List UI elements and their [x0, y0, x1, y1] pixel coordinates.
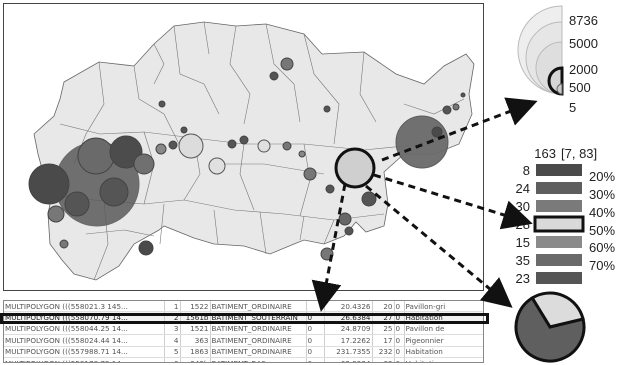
pie-chart	[514, 291, 586, 363]
table-cell-height: 20	[372, 301, 395, 313]
highlighted-building[interactable]	[334, 147, 376, 189]
table-cell-code: 342b	[180, 357, 211, 362]
map-view[interactable]	[3, 3, 484, 291]
parcel-boundaries	[51, 21, 465, 281]
table-cell-code: 1863	[180, 346, 211, 358]
table-cell-type: BATIMENT_BAS	[210, 357, 307, 362]
percent-label: 20%	[589, 169, 615, 184]
size-legend-label: 5	[569, 100, 576, 115]
arrow-to-size-legend	[381, 97, 538, 162]
table-row[interactable]: MULTIPOLYGON (((558178.79 14...6342bBATI…	[4, 357, 483, 362]
pie-slice-other	[514, 295, 586, 363]
table-cell-flag2: 0	[394, 323, 405, 336]
table-cell-type: BATIMENT_ORDINAIRE	[210, 301, 307, 313]
arrow-to-pie	[365, 184, 513, 308]
table-cell-flag2: 0	[394, 301, 405, 313]
table-cell-flag2: 0	[394, 334, 405, 347]
histogram-bin-count: 8	[523, 163, 530, 178]
table-cell-height: 232	[372, 346, 395, 358]
histogram-bin-count: 15	[516, 235, 530, 250]
table-cell-type: BATIMENT_ORDINAIRE	[210, 334, 307, 347]
histogram-bin	[536, 182, 582, 194]
arrow-to-table	[311, 183, 347, 312]
table-row[interactable]: MULTIPOLYGON (((558070.79 14... 2 1561b BAT…	[4, 311, 483, 324]
histogram-bin	[536, 200, 582, 212]
arrow-to-histogram	[373, 173, 533, 230]
map-canvas[interactable]	[4, 4, 484, 291]
histogram-bin-count: 24	[516, 181, 530, 196]
link-arrows	[311, 97, 538, 312]
parcel-region	[33, 21, 475, 281]
table-cell-area: 24.8709	[324, 323, 373, 336]
table-cell-geometry: MULTIPOLYGON (((557988.71 14...	[4, 346, 165, 358]
size-legend: 8736 5000 2000 500 5	[517, 5, 598, 115]
histogram-total-count: 163	[534, 146, 556, 161]
histogram-bin	[536, 254, 582, 266]
table-cell-flag: 0	[306, 357, 325, 362]
table-cell-geometry: MULTIPOLYGON (((558178.79 14...	[4, 357, 165, 362]
percent-label: 60%	[589, 240, 615, 255]
size-legend-label: 8736	[569, 13, 598, 28]
percent-label: 40%	[589, 205, 615, 220]
histogram-bin	[536, 236, 582, 248]
table-cell-usage: Pavillon de	[404, 323, 483, 336]
table-row[interactable]: MULTIPOLYGON (((558044.25 14... 3 1521 BATI…	[4, 323, 483, 336]
building-symbols[interactable]	[28, 57, 466, 261]
table-cell-area: 17.2262	[324, 334, 373, 347]
table-cell-code: 363	[180, 334, 211, 347]
table-cell-height: 25	[372, 323, 395, 336]
table-cell-flag2: 0	[394, 357, 405, 362]
histogram-bin-count: 30	[516, 199, 530, 214]
table-cell-geometry: MULTIPOLYGON (((558044.25 14...	[4, 323, 165, 336]
table-cell-area: 231.7355	[324, 346, 373, 358]
histogram-bin	[536, 272, 582, 284]
size-legend-label: 2000	[569, 62, 598, 77]
size-legend-label: 5000	[569, 36, 598, 51]
table-cell-id: 5	[164, 346, 181, 358]
table-cell-id: 4	[164, 334, 181, 347]
histogram-bin-count: 23	[516, 271, 530, 286]
table-cell-code: 1521	[180, 323, 211, 336]
table-cell-usage: Habitation,	[404, 357, 483, 362]
histogram-bin	[536, 164, 582, 176]
percent-label: 30%	[589, 187, 615, 202]
table-cell-code: 1522	[180, 301, 211, 313]
table-cell-type: BATIMENT_ORDINAIRE	[210, 346, 307, 358]
percent-label: 70%	[589, 258, 615, 273]
table-cell-height: 63	[372, 357, 395, 362]
table-cell-usage: Habitation	[404, 346, 483, 358]
histogram-range: [7, 83]	[561, 146, 597, 161]
table-cell-type: BATIMENT_ORDINAIRE	[210, 323, 307, 336]
table-cell-flag2: 0	[394, 346, 405, 358]
table-cell-usage: Pavillon-gri	[404, 301, 483, 313]
histogram-bin-highlighted	[533, 215, 585, 233]
histogram-bin-count: 35	[516, 253, 530, 268]
table-cell-geometry: MULTIPOLYGON (((558024.44 14...	[4, 334, 165, 347]
table-cell-area: 62.9934	[324, 357, 373, 362]
table-cell-flag: 0	[306, 334, 325, 347]
attribute-table[interactable]: MULTIPOLYGON (((558021.3 145... 1 1522 BATI…	[3, 300, 484, 363]
table-cell-area: 20.4326	[324, 301, 373, 313]
table-row[interactable]: MULTIPOLYGON (((558024.44 14... 4 363 BATIM…	[4, 334, 483, 347]
table-cell-height: 17	[372, 334, 395, 347]
table-cell-usage: Pigeonnier	[404, 334, 483, 347]
table-cell-id: 3	[164, 323, 181, 336]
table-cell-flag: 0	[306, 323, 325, 336]
table-row[interactable]: MULTIPOLYGON (((557988.71 14... 5 1863 BATI…	[4, 346, 483, 358]
table-cell-id: 6	[164, 357, 181, 362]
percent-label: 50%	[589, 223, 615, 238]
table-cell-flag: 0	[306, 346, 325, 358]
size-legend-label: 500	[569, 80, 591, 95]
table-cell-id: 1	[164, 301, 181, 313]
table-cell-geometry: MULTIPOLYGON (((558021.3 145...	[4, 301, 165, 313]
